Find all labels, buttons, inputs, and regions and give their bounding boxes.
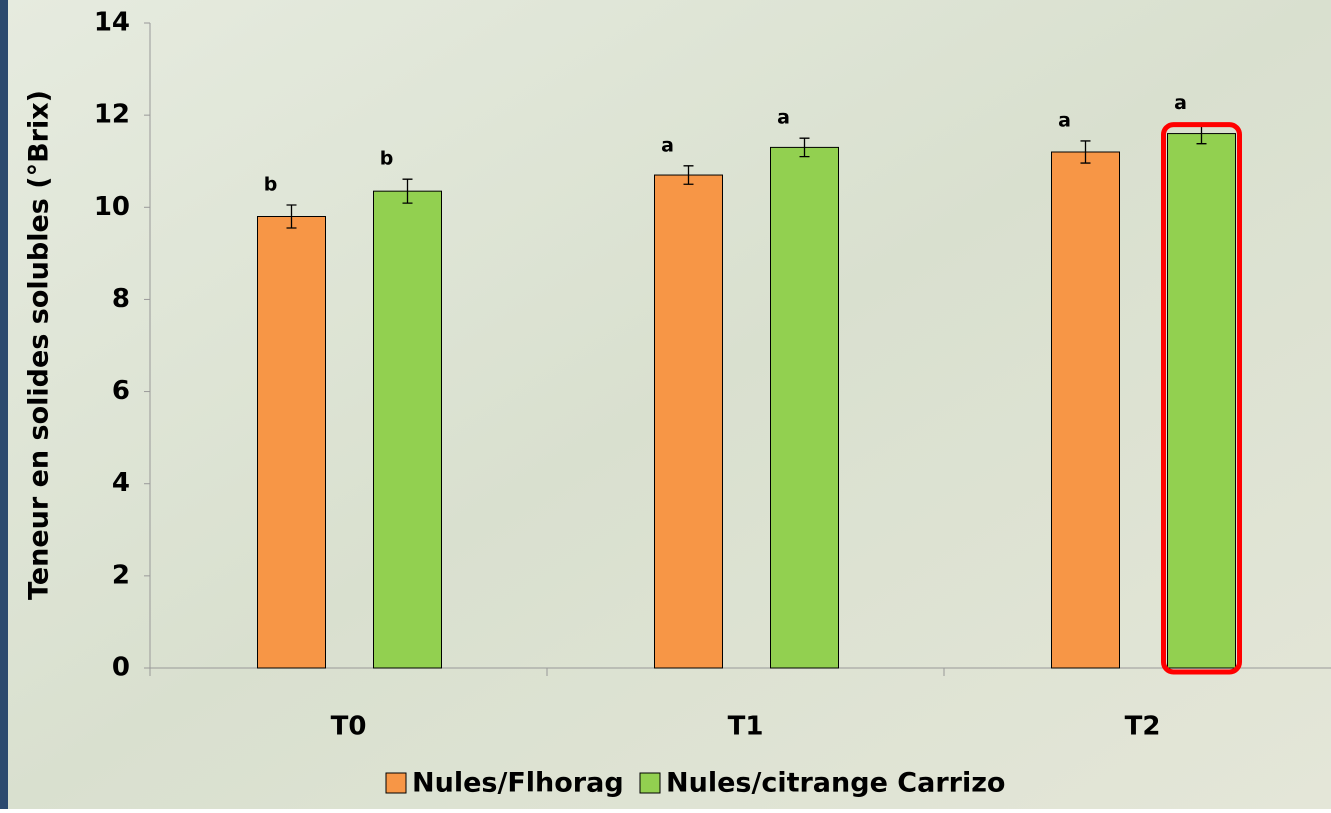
y-tick-label: 10 (94, 192, 130, 222)
highlight-box (1161, 122, 1242, 675)
bar (257, 216, 326, 669)
error-bar (1080, 140, 1091, 164)
left-strip (0, 0, 8, 809)
y-tick-label: 2 (112, 560, 130, 590)
error-bar (683, 165, 694, 185)
legend-swatch (385, 772, 407, 794)
error-bar (286, 204, 297, 229)
significance-letter: a (661, 134, 674, 156)
bar (1051, 151, 1120, 669)
significance-letter: a (1174, 92, 1187, 114)
bar (654, 174, 723, 669)
error-bar (799, 137, 810, 158)
significance-letter: a (777, 107, 790, 129)
bar (373, 190, 442, 669)
y-tick-label: 6 (112, 376, 130, 406)
error-bar (402, 178, 413, 204)
bar (1167, 133, 1236, 669)
y-axis-label: Teneur en solides solubles (°Brix) (24, 90, 55, 600)
x-tick-label: T0 (331, 712, 367, 742)
y-tick-label: 0 (112, 653, 130, 683)
y-tick-label: 8 (112, 284, 130, 314)
bar (770, 146, 839, 669)
y-tick-label: 14 (94, 8, 130, 38)
legend-swatch (639, 772, 661, 794)
legend-label: Nules/citrange Carrizo (666, 768, 1005, 799)
legend-label: Nules/Flhorag (412, 768, 624, 799)
y-tick-label: 4 (112, 468, 130, 498)
significance-letter: b (380, 148, 394, 170)
significance-letter: b (264, 173, 278, 195)
y-tick-label: 12 (94, 100, 130, 130)
x-tick-label: T2 (1125, 712, 1161, 742)
x-tick-label: T1 (728, 712, 764, 742)
significance-letter: a (1058, 109, 1071, 131)
